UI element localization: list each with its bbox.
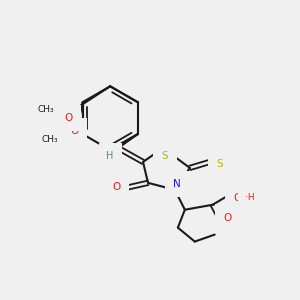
Text: O: O <box>64 113 73 123</box>
Text: CH₃: CH₃ <box>37 105 54 114</box>
Text: O: O <box>70 126 79 136</box>
Text: O: O <box>112 182 120 192</box>
Text: S: S <box>216 159 223 169</box>
Text: CH₃: CH₃ <box>41 135 58 144</box>
Text: N: N <box>173 179 181 189</box>
Text: OH: OH <box>234 193 250 203</box>
Text: H: H <box>106 151 114 161</box>
Text: ·H: ·H <box>245 193 254 202</box>
Text: S: S <box>162 151 168 161</box>
Text: O: O <box>224 213 232 223</box>
